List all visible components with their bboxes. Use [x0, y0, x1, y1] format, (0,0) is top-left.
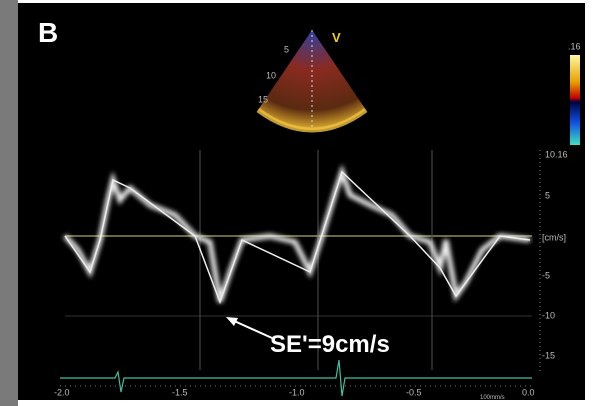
time-label: -1.0 [289, 387, 305, 397]
color-bar-label: .16 [568, 41, 581, 51]
sector-label: V [332, 30, 341, 45]
time-label: -0.5 [406, 387, 422, 397]
depth-label: 15 [258, 94, 268, 104]
depth-label: 10 [266, 70, 276, 80]
velocity-label: [cm/s] [542, 232, 566, 242]
time-label: -2.0 [54, 387, 70, 397]
color-bar [570, 55, 580, 145]
time-label: -1.5 [172, 387, 188, 397]
velocity-label: 5 [545, 190, 550, 200]
depth-label: 5 [284, 44, 289, 54]
echo-figure: B V 5 10 15 .16 10.16 5 [cm/s] -5 -10 -1… [0, 0, 593, 406]
velocity-label: -10 [542, 310, 555, 320]
velocity-label: -15 [542, 350, 555, 360]
velocity-label: 10.16 [545, 149, 568, 159]
page: B V 5 10 15 .16 10.16 5 [cm/s] -5 -10 -1… [0, 0, 593, 406]
panel-label: B [38, 17, 58, 48]
time-label: 0.0 [522, 387, 535, 397]
annotation: SE'=9cm/s [270, 331, 390, 358]
left-border [0, 0, 18, 406]
sweep-speed: 100mm/s [480, 395, 505, 401]
velocity-label: -5 [542, 270, 550, 280]
